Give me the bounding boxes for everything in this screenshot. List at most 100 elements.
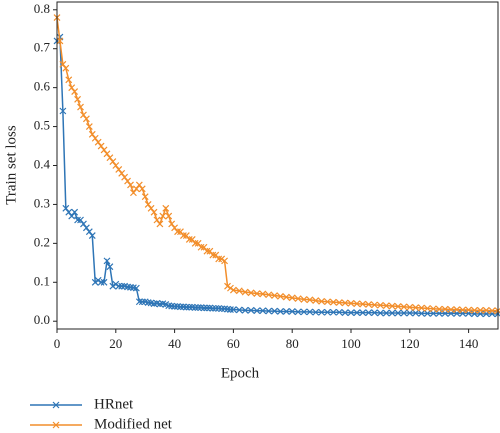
marker [171, 302, 179, 310]
marker [418, 310, 425, 317]
marker [227, 284, 234, 292]
marker [62, 204, 70, 212]
marker [282, 293, 290, 301]
marker [74, 95, 82, 103]
marker [118, 169, 126, 177]
marker [282, 308, 290, 315]
marker [212, 304, 220, 312]
marker [65, 76, 73, 84]
marker [82, 115, 90, 123]
marker [482, 306, 490, 314]
marker [115, 282, 123, 290]
marker [312, 297, 320, 305]
legend-label: HRnet [94, 396, 134, 412]
marker [306, 308, 314, 316]
marker [253, 307, 261, 315]
marker [179, 232, 187, 239]
marker [159, 212, 167, 220]
marker [277, 292, 284, 300]
marker [247, 306, 255, 314]
marker [147, 204, 155, 212]
marker [229, 306, 237, 313]
marker [103, 150, 111, 158]
marker [162, 204, 170, 212]
marker [97, 278, 105, 286]
x-tick-label: 120 [400, 336, 420, 351]
marker [106, 154, 114, 162]
marker [150, 208, 158, 216]
marker [341, 299, 349, 307]
x-tick-label: 0 [54, 336, 61, 351]
marker [194, 239, 202, 247]
marker [100, 278, 108, 286]
marker [365, 301, 373, 308]
marker [294, 308, 302, 316]
marker [259, 290, 267, 298]
marker [241, 288, 249, 296]
marker [306, 296, 314, 304]
marker [82, 224, 90, 232]
marker [218, 305, 226, 313]
marker [300, 308, 308, 316]
marker [277, 308, 284, 315]
x-tick-label: 100 [341, 336, 361, 351]
marker [288, 308, 296, 315]
marker [465, 306, 473, 314]
marker [235, 287, 243, 295]
marker [59, 107, 67, 115]
marker [412, 309, 420, 317]
marker [229, 286, 237, 294]
series-line [56, 34, 498, 315]
marker [185, 303, 193, 311]
marker [294, 295, 302, 303]
marker [371, 309, 378, 317]
marker [253, 290, 261, 297]
marker [388, 302, 396, 310]
marker [94, 276, 102, 284]
marker [188, 236, 196, 243]
marker [182, 303, 190, 311]
x-tick-label: 20 [109, 336, 122, 351]
marker [476, 306, 484, 314]
marker [235, 306, 243, 314]
marker [441, 305, 449, 313]
marker [88, 130, 96, 138]
marker [318, 297, 326, 305]
marker [209, 251, 217, 259]
marker [424, 310, 431, 317]
marker [203, 304, 211, 312]
marker [312, 308, 320, 316]
marker [271, 307, 278, 315]
marker [300, 295, 308, 303]
marker [97, 142, 105, 150]
marker [52, 421, 60, 429]
marker [394, 302, 402, 310]
marker [288, 294, 296, 302]
marker [91, 278, 99, 286]
x-tick-label: 40 [168, 336, 181, 351]
marker [144, 201, 152, 208]
marker [453, 306, 461, 313]
x-tick-label: 60 [227, 336, 240, 351]
marker [94, 138, 102, 146]
y-tick-label: 0.0 [34, 312, 50, 327]
marker [156, 220, 164, 228]
marker [471, 306, 478, 314]
marker [112, 162, 120, 169]
marker [165, 212, 173, 220]
marker [424, 304, 431, 312]
marker [182, 232, 190, 239]
marker [400, 303, 408, 311]
marker [271, 292, 278, 299]
marker [62, 64, 70, 72]
marker [400, 309, 408, 317]
marker [80, 220, 87, 228]
marker [130, 189, 137, 197]
y-tick-label: 0.7 [34, 40, 51, 55]
y-tick-label: 0.1 [34, 273, 50, 288]
y-tick-label: 0.4 [34, 156, 51, 171]
marker [52, 401, 60, 409]
marker [168, 220, 176, 228]
marker [215, 255, 223, 263]
